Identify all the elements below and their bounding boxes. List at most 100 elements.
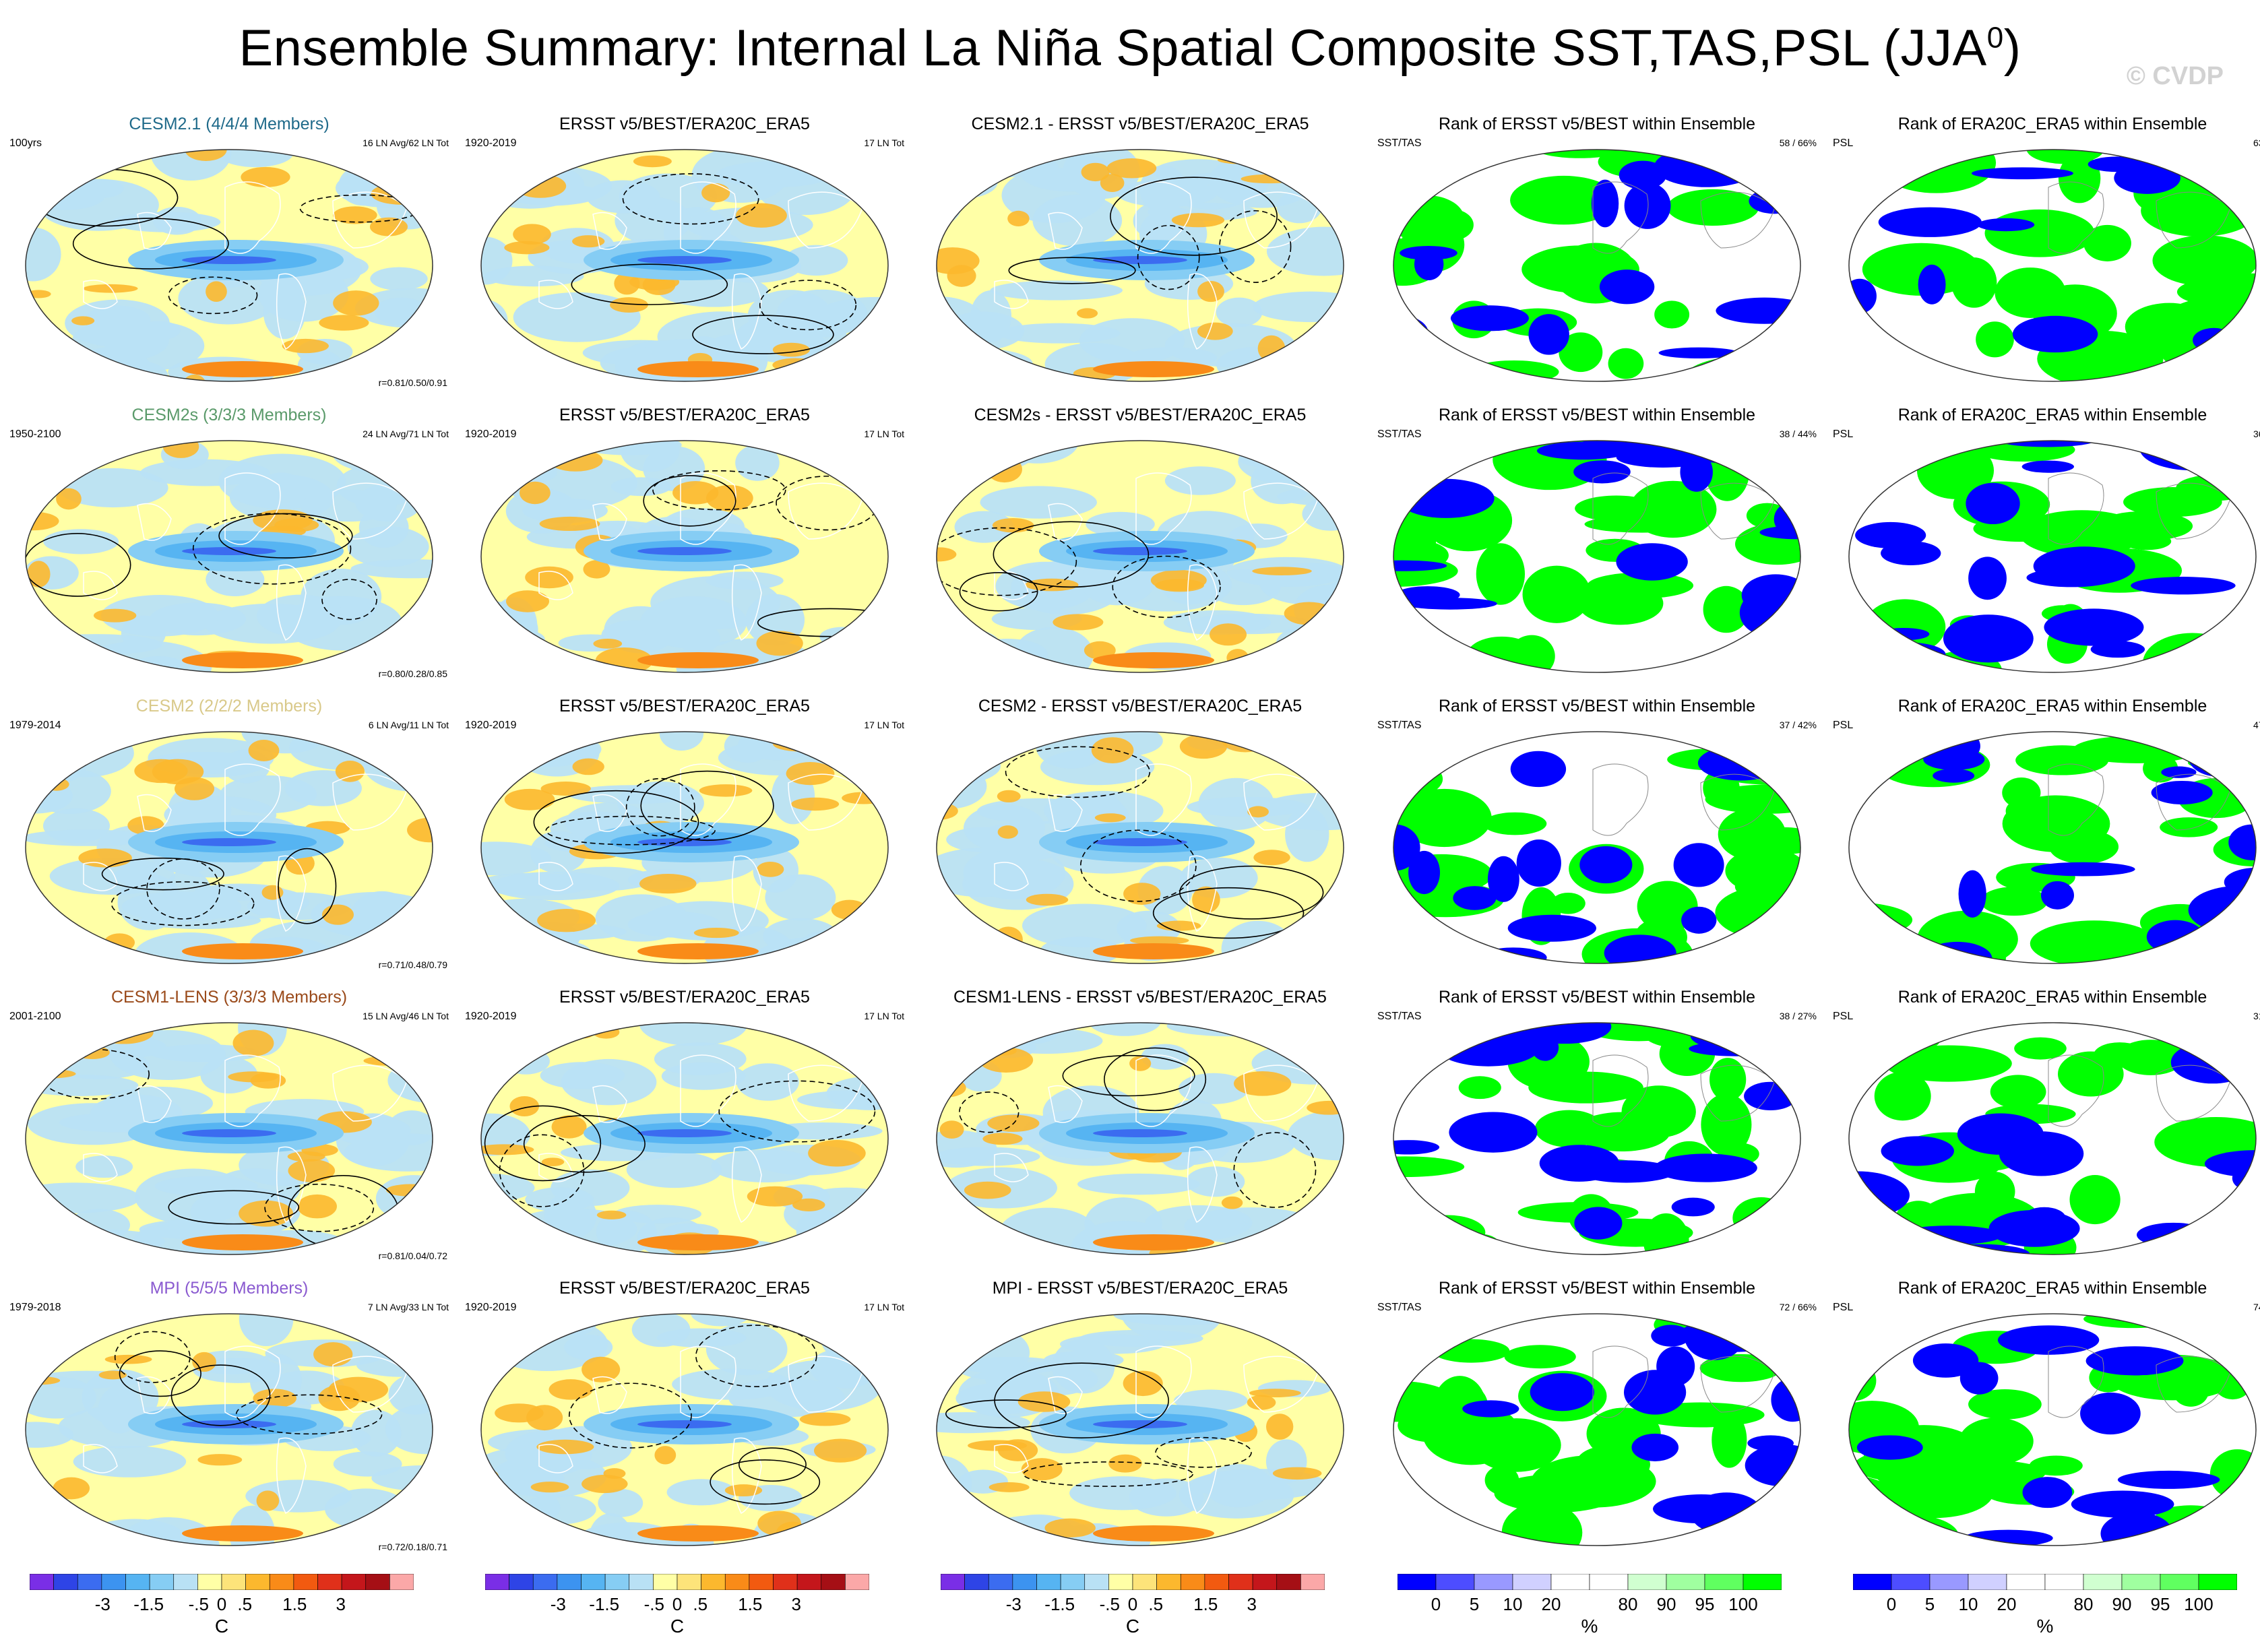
map-border — [480, 149, 889, 382]
panel-title: ERSST v5/BEST/ERA20C_ERA5 — [559, 697, 810, 716]
rank-low-region — [1510, 751, 1567, 788]
anomaly-patch — [493, 938, 592, 963]
anomaly-patch — [1032, 194, 1123, 247]
anomaly-patch — [540, 782, 591, 796]
anomaly-patch — [567, 785, 699, 804]
panel-period: 1920-2019 — [465, 137, 517, 149]
anomaly-patch — [1247, 806, 1269, 818]
anomaly-patch — [827, 1230, 872, 1252]
anomaly-patch — [365, 1314, 417, 1323]
rank-sst-panel: Rank of ERSST v5/BEST within Ensemble SST… — [1375, 981, 1819, 1271]
colorbar-swatch — [341, 1574, 367, 1590]
sst-map — [936, 1313, 1344, 1546]
land-outline — [332, 773, 408, 831]
anomaly-patch — [1247, 1395, 1276, 1410]
anomaly-patch — [93, 608, 137, 623]
rank-low-region — [1877, 627, 1930, 641]
sst-map — [936, 1022, 1344, 1255]
diff-panel: MPI - ERSST v5/BEST/ERA20C_ERA5 — [918, 1272, 1362, 1562]
map-border — [25, 1022, 433, 1255]
anomaly-patch — [1091, 737, 1134, 763]
rank-high-region — [1408, 1215, 1486, 1250]
anomaly-patch — [78, 848, 132, 868]
colorbar-swatch — [1252, 1574, 1278, 1590]
southern-warm-band — [1093, 943, 1214, 959]
rank-low-region — [1673, 843, 1724, 887]
psl-contour — [264, 1183, 375, 1232]
anomaly-patch — [333, 290, 379, 316]
colorbar-swatch — [485, 1574, 509, 1590]
anomaly-patch — [559, 866, 654, 891]
anomaly-patch — [826, 1076, 888, 1110]
sst-map — [480, 1313, 889, 1546]
psl-contour — [168, 1190, 300, 1225]
rank-colorbar: 0 5 10 20 80 90 95 100% — [1398, 1574, 1782, 1648]
anomaly-patch — [309, 1314, 360, 1325]
rank-high-region — [1714, 1521, 1800, 1546]
anomaly-patch — [1234, 1071, 1292, 1096]
anomaly-patch — [1053, 614, 1104, 631]
psl-contour — [1233, 1132, 1317, 1208]
anomaly-patch — [1052, 1339, 1115, 1394]
rank-low-region — [1918, 264, 1946, 305]
rank-low-region — [1897, 943, 1972, 962]
anomaly-patch — [481, 1469, 499, 1485]
colorbar-tick-label: 5 — [1469, 1594, 1480, 1614]
rank-low-region — [1393, 560, 1447, 571]
psl-contour — [622, 173, 759, 225]
rank-high-region — [1990, 1075, 2046, 1109]
land-outline — [592, 503, 627, 541]
rank-high-region — [1862, 243, 1980, 296]
rank-low-region — [2193, 327, 2235, 353]
rank-high-region — [1718, 808, 1786, 860]
anomaly-patch — [541, 1157, 565, 1166]
rank-low-region — [2131, 577, 2236, 595]
anomaly-patch — [735, 445, 780, 481]
rank-high-region — [2123, 487, 2222, 517]
rank-high-region — [1476, 543, 1526, 605]
land-outline — [538, 1444, 573, 1473]
colorbar-tick-label: 20 — [1997, 1594, 2017, 1614]
rank-low-region — [1414, 248, 1444, 280]
anomaly-patch — [1287, 1110, 1344, 1161]
anomaly-patch — [1252, 567, 1312, 575]
anomaly-patch — [583, 560, 610, 579]
psl-contour — [643, 475, 736, 527]
anomaly-patch — [639, 873, 697, 894]
land-outline — [1048, 503, 1083, 541]
rank-sst-panel: Rank of ERSST v5/BEST within Ensemble SST… — [1375, 690, 1819, 980]
rank-low-region — [1393, 908, 1420, 924]
rank-low-region — [1772, 633, 1800, 654]
anomaly-patch — [26, 1501, 50, 1522]
anomaly-patch — [1216, 297, 1263, 327]
rank-low-region — [1864, 457, 1912, 473]
panel-count: 72 / 66% — [1779, 1302, 1817, 1312]
anomaly-patch — [1174, 1389, 1248, 1411]
diff-panel: CESM2 - ERSST v5/BEST/ERA20C_ERA5 — [918, 690, 1362, 980]
panel-count: 31% — [2253, 1011, 2260, 1021]
rank-map — [1848, 1313, 2257, 1546]
land-outline — [2048, 181, 2104, 254]
southern-warm-band — [637, 1234, 759, 1250]
anomaly-patch — [937, 337, 960, 367]
anomaly-patch — [400, 1044, 433, 1077]
anomaly-patch — [1069, 1476, 1176, 1511]
anomaly-patch — [1100, 174, 1125, 193]
anomaly-patch — [481, 841, 551, 876]
panel-period: 2001-2100 — [9, 1011, 61, 1022]
rank-sst-panel: Rank of ERSST v5/BEST within Ensemble SST… — [1375, 108, 1819, 398]
panel-title: CESM2s - ERSST v5/BEST/ERA20C_ERA5 — [974, 406, 1307, 424]
panel-title: Rank of ERSST v5/BEST within Ensemble — [1438, 406, 1756, 424]
rank-high-region — [2116, 1040, 2185, 1075]
land-outline — [1700, 482, 1776, 540]
anomaly-patch — [536, 1439, 594, 1455]
rank-low-region — [1397, 478, 1495, 518]
land-outline — [1187, 1437, 1218, 1515]
colorbar-swatch — [1550, 1574, 1590, 1590]
anomaly-patch — [513, 224, 551, 245]
rank-high-region — [1573, 1112, 1670, 1152]
obs-panel: ERSST v5/BEST/ERA20C_ERA5 1920-2019 17 LN … — [462, 108, 907, 398]
rank-low-region — [1624, 182, 1671, 229]
anomaly-patch — [1081, 162, 1110, 182]
anomaly-patch — [596, 1210, 627, 1219]
